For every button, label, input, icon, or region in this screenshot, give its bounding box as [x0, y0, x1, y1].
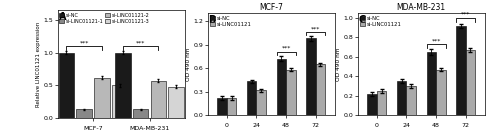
Y-axis label: OD 490 nm: OD 490 nm	[336, 47, 340, 81]
Bar	[256, 90, 266, 115]
Bar	[426, 52, 436, 115]
Bar	[112, 85, 128, 118]
Bar	[286, 70, 296, 115]
Bar	[218, 98, 227, 115]
Text: ***: ***	[80, 41, 89, 46]
Bar	[227, 98, 236, 115]
Text: ***: ***	[311, 26, 320, 31]
Bar	[466, 50, 475, 115]
Y-axis label: OD 490 nm: OD 490 nm	[186, 47, 190, 81]
Bar	[58, 53, 74, 118]
Title: MCF-7: MCF-7	[260, 3, 283, 12]
Text: C: C	[358, 15, 366, 25]
Bar	[94, 78, 110, 118]
Bar	[377, 91, 386, 115]
Text: A: A	[58, 12, 66, 22]
Bar	[456, 26, 466, 115]
Legend: si-NC, si-LINC01121: si-NC, si-LINC01121	[358, 14, 404, 29]
Text: ***: ***	[136, 41, 145, 46]
Bar	[406, 86, 416, 115]
Bar	[168, 87, 184, 118]
Text: B: B	[208, 15, 216, 25]
Bar	[133, 109, 148, 118]
Title: MDA-MB-231: MDA-MB-231	[396, 3, 446, 12]
Bar	[115, 53, 130, 118]
Bar	[247, 81, 256, 115]
Text: ***: ***	[282, 46, 291, 51]
Bar	[397, 81, 406, 115]
Bar	[276, 59, 286, 115]
Legend: si-NC, si-LINC01121-1, si-LINC01121-2, si-LINC01121-3: si-NC, si-LINC01121-1, si-LINC01121-2, s…	[58, 11, 152, 26]
Y-axis label: Relative LINC01121 expression: Relative LINC01121 expression	[36, 22, 41, 107]
Text: ***: ***	[432, 38, 441, 43]
Bar	[368, 94, 377, 115]
Bar	[76, 109, 92, 118]
Bar	[316, 64, 325, 115]
Bar	[436, 70, 446, 115]
Bar	[150, 81, 166, 118]
Legend: si-NC, si-LINC01121: si-NC, si-LINC01121	[208, 14, 254, 29]
Text: ***: ***	[461, 12, 470, 17]
Bar	[306, 38, 316, 115]
